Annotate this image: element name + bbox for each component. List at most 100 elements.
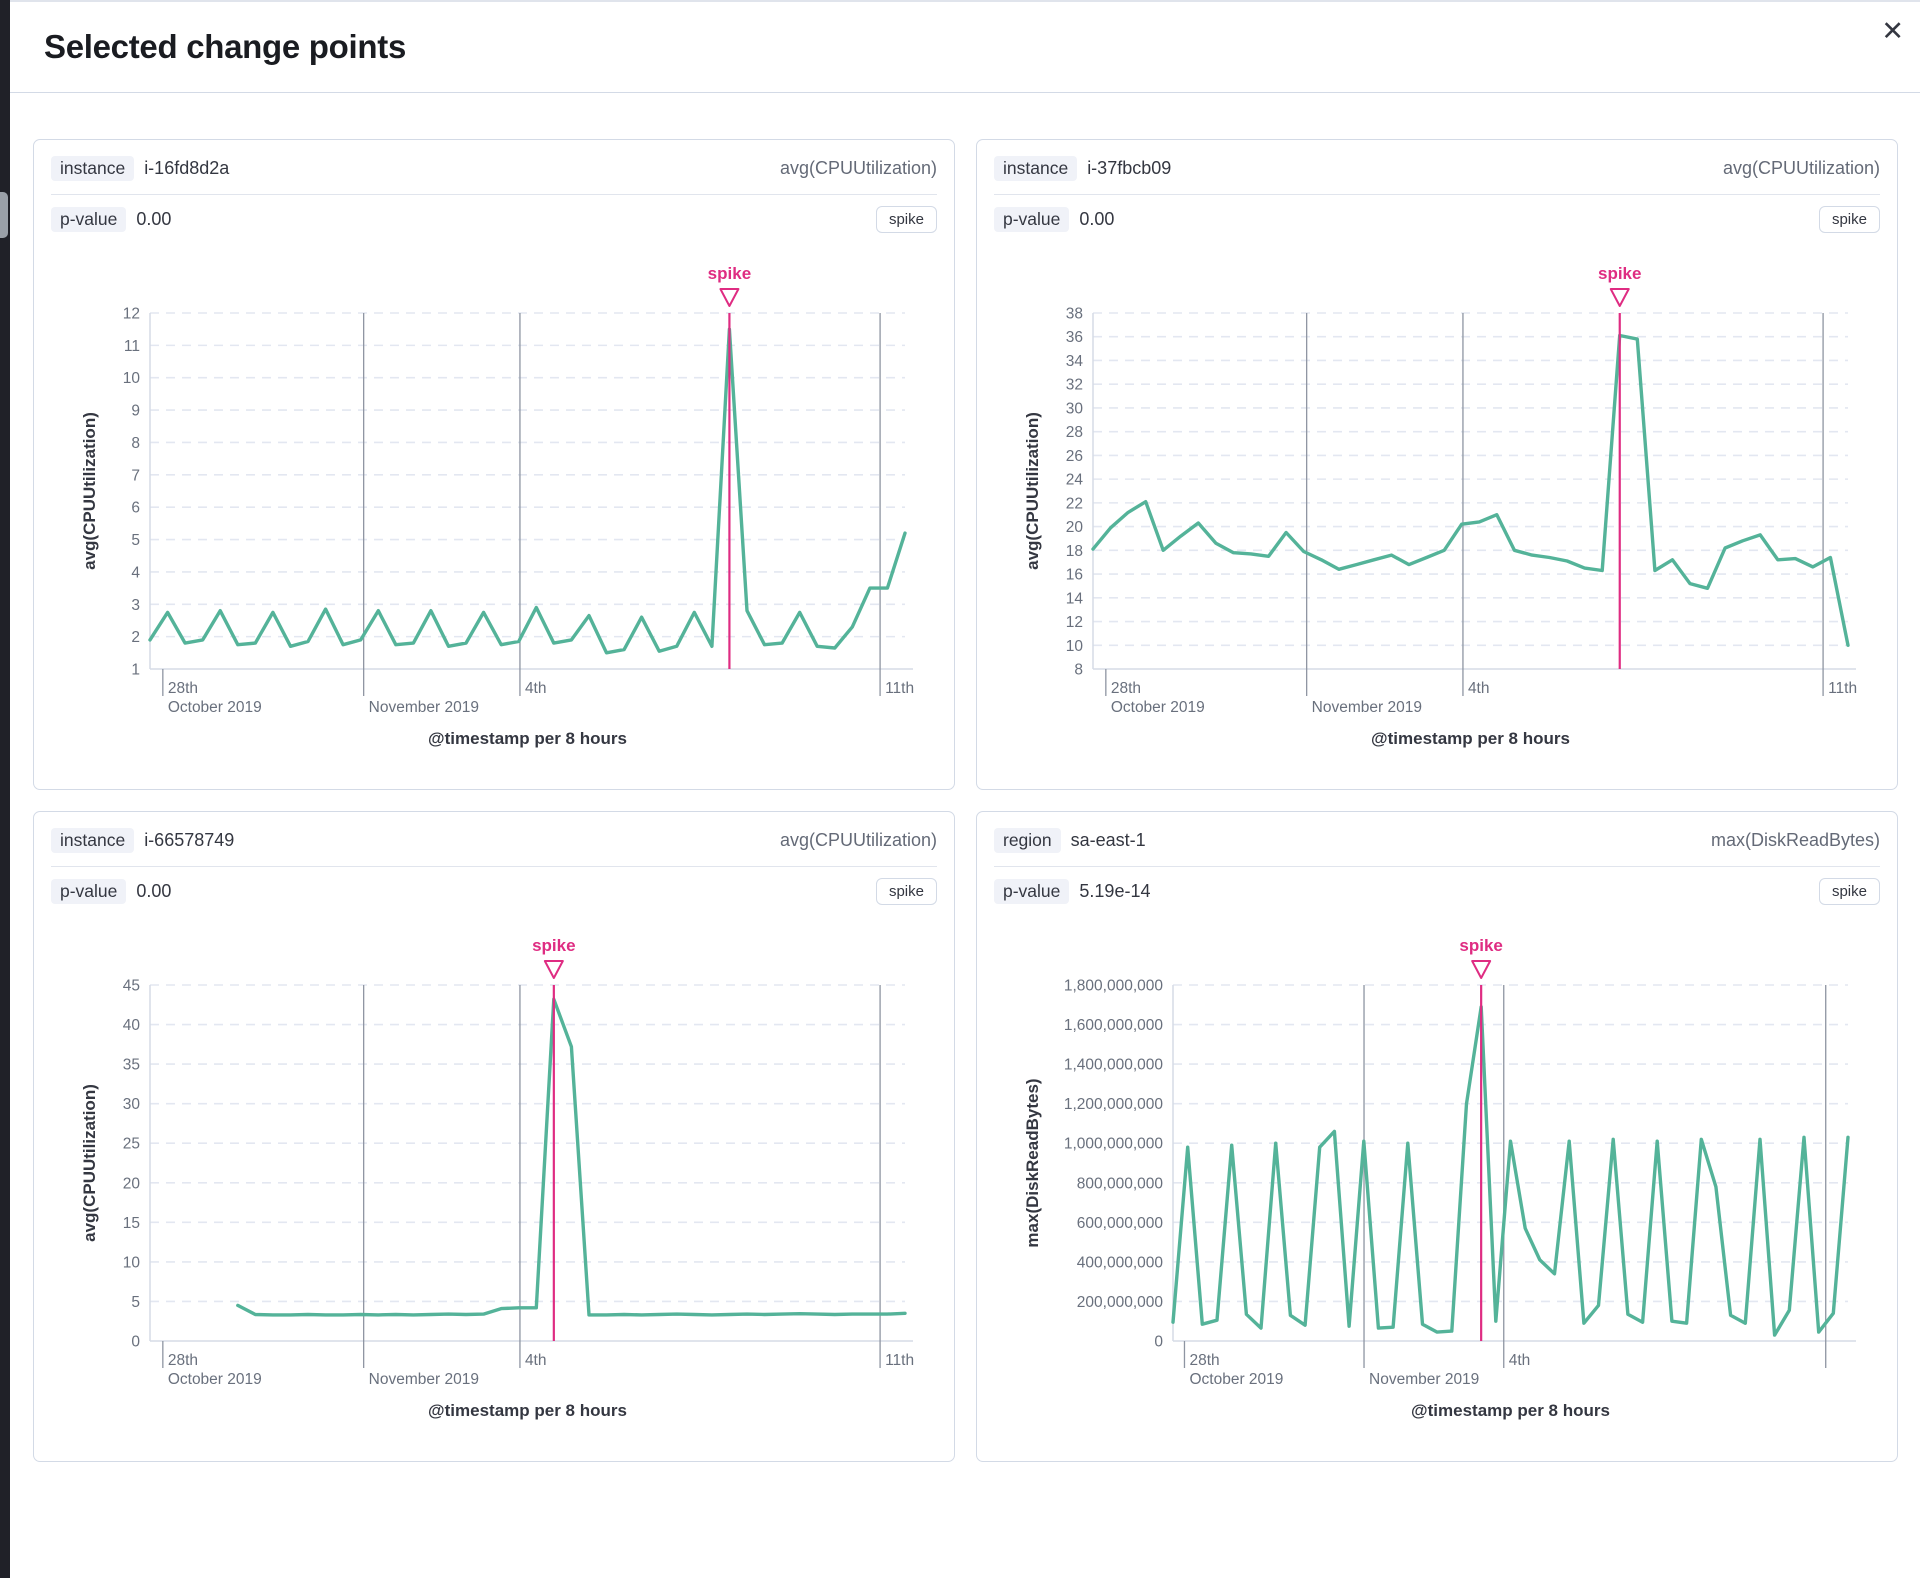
- svg-text:45: 45: [123, 978, 140, 995]
- change-point-panel: region sa-east-1 max(DiskReadBytes) p-va…: [976, 811, 1898, 1462]
- svg-text:11th: 11th: [1828, 680, 1857, 697]
- svg-text:10: 10: [1066, 638, 1084, 655]
- change-point-panel: instance i-66578749 avg(CPUUtilization) …: [33, 811, 955, 1462]
- svg-text:24: 24: [1066, 472, 1084, 489]
- page-background-edge: [0, 0, 10, 1578]
- panel-subheader-row: p-value 0.00 spike: [994, 206, 1880, 233]
- change-points-modal: Selected change points ✕ instance i-16fd…: [10, 0, 1920, 1576]
- svg-text:36: 36: [1066, 329, 1083, 346]
- svg-text:October 2019: October 2019: [1111, 699, 1205, 716]
- svg-text:4th: 4th: [1509, 1352, 1531, 1369]
- svg-text:November 2019: November 2019: [369, 699, 479, 716]
- svg-text:4th: 4th: [525, 1352, 547, 1369]
- svg-text:1,200,000,000: 1,200,000,000: [1064, 1096, 1164, 1113]
- split-field-value: i-16fd8d2a: [144, 158, 230, 178]
- svg-text:1,600,000,000: 1,600,000,000: [1064, 1017, 1164, 1034]
- svg-text:28th: 28th: [168, 1352, 198, 1369]
- svg-text:12: 12: [123, 306, 140, 323]
- p-value: 0.00: [1079, 209, 1115, 229]
- panel-header-row: instance i-66578749 avg(CPUUtilization): [51, 826, 937, 867]
- svg-text:10: 10: [123, 1254, 141, 1271]
- svg-text:November 2019: November 2019: [1369, 1371, 1479, 1388]
- svg-text:spike: spike: [708, 264, 751, 283]
- svg-text:800,000,000: 800,000,000: [1077, 1175, 1164, 1192]
- svg-text:28th: 28th: [1111, 680, 1141, 697]
- panels-grid: instance i-16fd8d2a avg(CPUUtilization) …: [33, 139, 1898, 1462]
- svg-text:spike: spike: [1598, 264, 1641, 283]
- svg-text:32: 32: [1066, 377, 1083, 394]
- split-field-badge: region: [994, 828, 1061, 853]
- svg-text:18: 18: [1066, 543, 1083, 560]
- svg-text:avg(CPUUtilization): avg(CPUUtilization): [80, 412, 99, 570]
- panel-subheader-row: p-value 5.19e-14 spike: [994, 878, 1880, 905]
- metric-label: avg(CPUUtilization): [779, 158, 937, 178]
- svg-text:200,000,000: 200,000,000: [1077, 1294, 1164, 1311]
- svg-text:20: 20: [123, 1175, 141, 1192]
- svg-text:5: 5: [131, 1294, 140, 1311]
- svg-text:8: 8: [131, 435, 140, 452]
- svg-text:11: 11: [124, 338, 140, 355]
- svg-text:20: 20: [1066, 519, 1084, 536]
- svg-text:@timestamp per 8 hours: @timestamp per 8 hours: [1411, 1401, 1610, 1420]
- split-field-badge: instance: [51, 828, 135, 853]
- svg-text:9: 9: [131, 403, 140, 420]
- svg-text:30: 30: [1066, 400, 1084, 417]
- close-icon[interactable]: ✕: [1875, 12, 1910, 51]
- svg-text:October 2019: October 2019: [168, 1371, 262, 1388]
- svg-text:spike: spike: [1459, 936, 1502, 955]
- svg-text:avg(CPUUtilization): avg(CPUUtilization): [1023, 412, 1042, 570]
- metric-label: avg(CPUUtilization): [1722, 158, 1880, 178]
- svg-text:400,000,000: 400,000,000: [1077, 1254, 1164, 1271]
- background-button-fragment: [0, 192, 8, 238]
- svg-text:8: 8: [1074, 662, 1083, 679]
- svg-text:28th: 28th: [1189, 1352, 1219, 1369]
- split-field-badge: instance: [51, 156, 135, 181]
- change-point-chart: 0 5 10 15 20 25 30 35 40 45 28th October 2019 Novemb…: [80, 936, 914, 1420]
- p-value-badge: p-value: [994, 879, 1070, 904]
- p-value: 0.00: [136, 881, 172, 901]
- change-type-badge: spike: [1818, 206, 1880, 233]
- svg-text:spike: spike: [532, 936, 575, 955]
- p-value-badge: p-value: [994, 207, 1070, 232]
- split-field-value: sa-east-1: [1070, 830, 1146, 850]
- svg-text:14: 14: [1066, 590, 1084, 607]
- svg-text:1,800,000,000: 1,800,000,000: [1064, 978, 1164, 995]
- svg-text:26: 26: [1066, 448, 1083, 465]
- svg-text:12: 12: [1066, 614, 1083, 631]
- svg-text:11th: 11th: [885, 1352, 914, 1369]
- svg-text:15: 15: [123, 1215, 140, 1232]
- svg-text:@timestamp per 8 hours: @timestamp per 8 hours: [428, 729, 627, 748]
- svg-text:avg(CPUUtilization): avg(CPUUtilization): [80, 1084, 99, 1242]
- svg-text:40: 40: [123, 1017, 141, 1034]
- change-type-badge: spike: [1818, 878, 1880, 905]
- panel-header-row: region sa-east-1 max(DiskReadBytes): [994, 826, 1880, 867]
- panel-subheader-row: p-value 0.00 spike: [51, 878, 937, 905]
- svg-text:@timestamp per 8 hours: @timestamp per 8 hours: [428, 1401, 627, 1420]
- svg-text:28th: 28th: [168, 680, 198, 697]
- p-value: 0.00: [136, 209, 172, 229]
- svg-text:max(DiskReadBytes): max(DiskReadBytes): [1023, 1078, 1042, 1247]
- svg-text:16: 16: [1066, 567, 1083, 584]
- svg-text:10: 10: [123, 370, 141, 387]
- p-value: 5.19e-14: [1079, 881, 1151, 901]
- page-title: Selected change points: [44, 28, 406, 65]
- svg-text:1,400,000,000: 1,400,000,000: [1064, 1057, 1164, 1074]
- svg-text:4: 4: [131, 564, 140, 581]
- svg-text:October 2019: October 2019: [1189, 1371, 1283, 1388]
- svg-text:3: 3: [131, 597, 140, 614]
- svg-text:5: 5: [131, 532, 140, 549]
- metric-label: avg(CPUUtilization): [779, 830, 937, 850]
- svg-text:600,000,000: 600,000,000: [1077, 1215, 1164, 1232]
- change-point-panel: instance i-37fbcb09 avg(CPUUtilization) …: [976, 139, 1898, 790]
- svg-text:1,000,000,000: 1,000,000,000: [1064, 1136, 1164, 1153]
- svg-text:35: 35: [123, 1057, 140, 1074]
- split-field-value: i-37fbcb09: [1087, 158, 1172, 178]
- svg-text:4th: 4th: [1468, 680, 1490, 697]
- change-type-badge: spike: [875, 206, 937, 233]
- change-point-chart: 8 10 12 14 16 18 20 22 24 26 28 30 32 34 36 38 28th Octob…: [1023, 264, 1857, 748]
- split-field-value: i-66578749: [144, 830, 235, 850]
- svg-text:6: 6: [131, 500, 140, 517]
- panel-header-row: instance i-16fd8d2a avg(CPUUtilization): [51, 154, 937, 195]
- svg-text:2: 2: [131, 629, 140, 646]
